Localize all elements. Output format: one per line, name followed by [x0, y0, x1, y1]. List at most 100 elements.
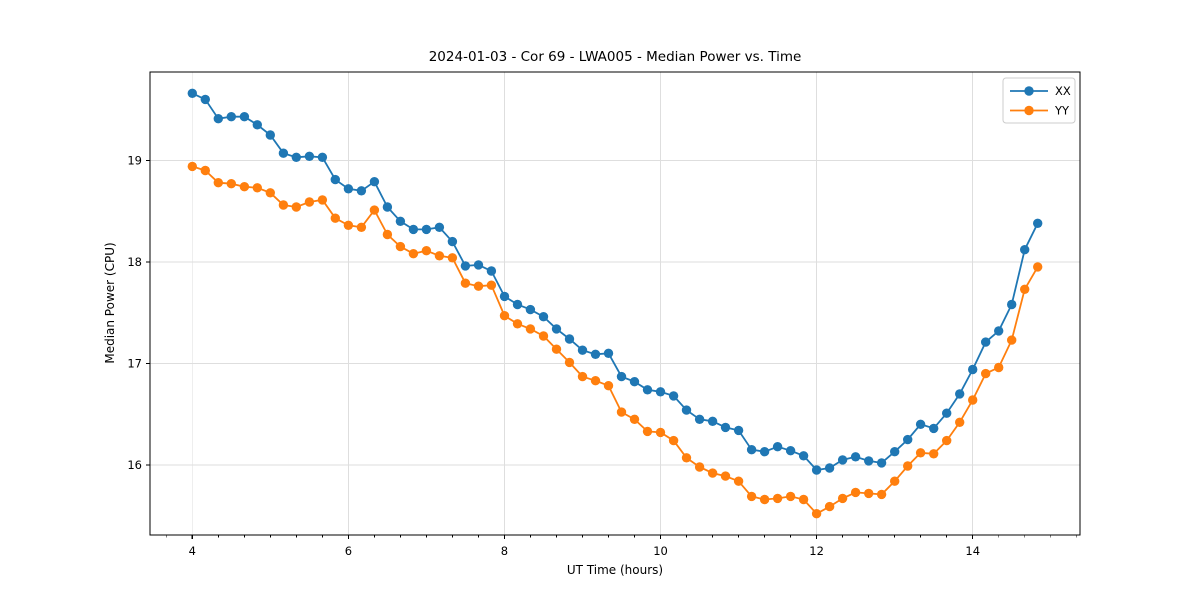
x-tick-label: 10 — [653, 544, 668, 558]
data-point-yy — [968, 395, 978, 405]
y-tick-label: 18 — [127, 255, 142, 269]
legend-box — [1002, 77, 1076, 124]
y-axis-label: Median Power (CPU) — [103, 242, 117, 364]
chart-title: 2024-01-03 - Cor 69 - LWA005 - Median Po… — [428, 49, 802, 65]
x-tick-label: 8 — [501, 544, 508, 558]
data-point-yy — [1033, 262, 1043, 272]
data-point-yy — [707, 468, 718, 478]
data-point-yy — [408, 249, 419, 259]
data-point-yy — [304, 197, 315, 207]
data-point-yy — [330, 213, 340, 223]
data-point-yy — [994, 362, 1004, 373]
data-point-yy — [564, 357, 575, 368]
data-point-yy — [785, 491, 796, 502]
y-axis-ticks: 16 17 18 19 — [127, 153, 150, 472]
data-point-xx — [395, 216, 406, 226]
data-point-yy — [668, 435, 679, 446]
data-point-yy — [213, 178, 223, 188]
data-point-xx — [304, 151, 315, 161]
data-point-yy — [525, 324, 536, 334]
data-point-xx — [473, 260, 484, 270]
data-point-xx — [929, 423, 939, 434]
data-point-xx — [213, 114, 223, 124]
data-point-yy — [694, 462, 705, 472]
data-point-xx — [655, 387, 666, 397]
legend-item-yy: YY — [1010, 104, 1070, 118]
data-point-xx — [603, 348, 614, 358]
data-point-yy — [486, 280, 497, 290]
data-point-yy — [278, 200, 289, 210]
data-point-yy — [447, 253, 458, 263]
data-point-xx — [955, 389, 965, 399]
gridlines — [150, 72, 1080, 535]
data-point-yy — [864, 488, 874, 499]
data-point-xx — [538, 312, 549, 322]
data-point-yy — [291, 202, 301, 212]
data-point-xx — [942, 408, 952, 418]
data-point-yy — [733, 476, 744, 486]
data-point-xx — [616, 371, 627, 382]
data-point-xx — [837, 455, 848, 465]
data-point-yy — [942, 435, 952, 446]
data-point-xx — [1007, 299, 1017, 310]
data-point-yy — [551, 344, 562, 354]
data-point-yy — [616, 407, 627, 417]
data-point-xx — [785, 446, 796, 456]
data-point-yy — [369, 205, 380, 215]
data-point-xx — [890, 447, 900, 457]
data-point-yy — [421, 246, 432, 256]
data-point-xx — [864, 456, 874, 466]
data-point-xx — [330, 174, 340, 185]
y-tick-label: 19 — [127, 153, 142, 167]
data-point-xx — [317, 152, 328, 162]
data-point-xx — [499, 291, 510, 302]
data-point-yy — [473, 281, 484, 291]
data-point-yy — [382, 229, 393, 240]
data-point-xx — [382, 202, 393, 212]
data-point-xx — [551, 324, 562, 334]
data-point-xx — [903, 434, 913, 445]
plot-frame — [149, 71, 1081, 536]
x-tick-label: 6 — [345, 544, 352, 558]
data-point-yy — [603, 381, 614, 391]
data-point-xx — [577, 345, 588, 355]
data-point-xx — [876, 458, 887, 468]
data-point-xx — [291, 152, 301, 162]
data-point-xx — [369, 177, 380, 187]
data-point-xx — [981, 337, 991, 347]
series-xx — [187, 88, 1043, 475]
data-point-yy — [915, 448, 926, 458]
data-point-xx — [1019, 245, 1030, 255]
data-point-yy — [538, 331, 549, 341]
data-point-yy — [629, 414, 640, 424]
data-point-xx — [694, 414, 705, 424]
data-point-yy — [395, 241, 406, 252]
data-point-xx — [590, 349, 601, 359]
data-point-xx — [720, 422, 731, 433]
data-point-yy — [434, 251, 445, 261]
data-point-yy — [239, 182, 250, 192]
data-point-xx — [811, 465, 822, 475]
data-point-yy — [655, 427, 666, 438]
data-point-xx — [460, 261, 471, 271]
legend-marker-sample — [1024, 105, 1034, 116]
series-yy — [187, 161, 1043, 519]
data-point-yy — [824, 501, 835, 512]
data-point-yy — [890, 476, 900, 486]
data-point-xx — [707, 416, 718, 426]
data-point-xx — [772, 442, 783, 452]
data-point-yy — [981, 368, 991, 379]
data-point-xx — [252, 120, 262, 130]
legend-marker-sample — [1024, 86, 1034, 96]
y-tick-label: 17 — [127, 356, 142, 370]
series-xx-line — [191, 92, 1039, 471]
x-axis-label: UT Time (hours) — [566, 563, 664, 577]
data-point-xx — [239, 112, 250, 122]
data-point-xx — [746, 445, 757, 455]
data-point-xx — [668, 391, 679, 401]
data-point-xx — [968, 364, 978, 375]
data-point-xx — [915, 419, 926, 429]
x-axis-ticks: 4 6 8 10 12 14 — [165, 535, 1078, 558]
